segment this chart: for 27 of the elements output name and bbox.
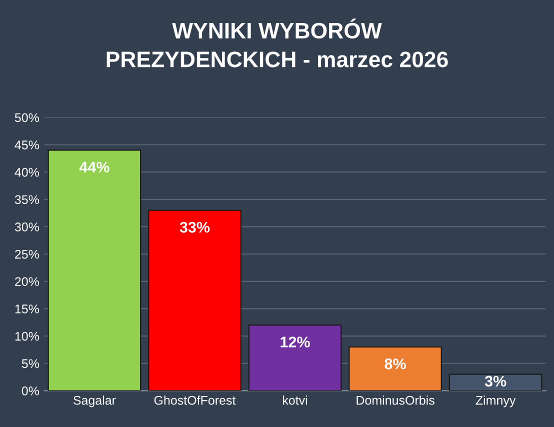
x-tick-label: GhostOfForest (154, 396, 236, 405)
data-label: 44% (79, 162, 110, 173)
x-tick-label: Sagalar (73, 396, 116, 408)
y-tick-label: 0% (22, 386, 40, 396)
data-label: 8% (384, 358, 406, 370)
y-tick-label: 15% (15, 304, 40, 314)
y-tick-label: 45% (14, 140, 40, 150)
y-tick-label: 30% (14, 222, 40, 232)
bar (348, 346, 442, 391)
y-tick-label: 20% (15, 277, 40, 286)
bar (248, 324, 342, 391)
y-tick-label: 25% (15, 250, 40, 259)
x-tick-label: Zimnyy (476, 396, 516, 408)
x-tick-label: DominusOrbis (356, 396, 434, 405)
y-tick-label: 10% (15, 332, 40, 341)
y-tick-label: 35% (14, 195, 40, 204)
bar (448, 374, 542, 391)
data-label: 33% (180, 222, 210, 233)
y-tick-label: 40% (14, 168, 40, 177)
bar (148, 210, 242, 391)
data-label: 12% (280, 336, 310, 348)
data-label: 3% (484, 376, 506, 387)
y-tick-label: 5% (22, 359, 40, 368)
chart-title: WYNIKI WYBORÓW PREZYDENCKICH - marzec 2026 (106, 18, 448, 68)
x-tick-label: kotvi (282, 396, 308, 405)
bar (48, 150, 142, 391)
y-tick-label: 50% (14, 113, 40, 122)
